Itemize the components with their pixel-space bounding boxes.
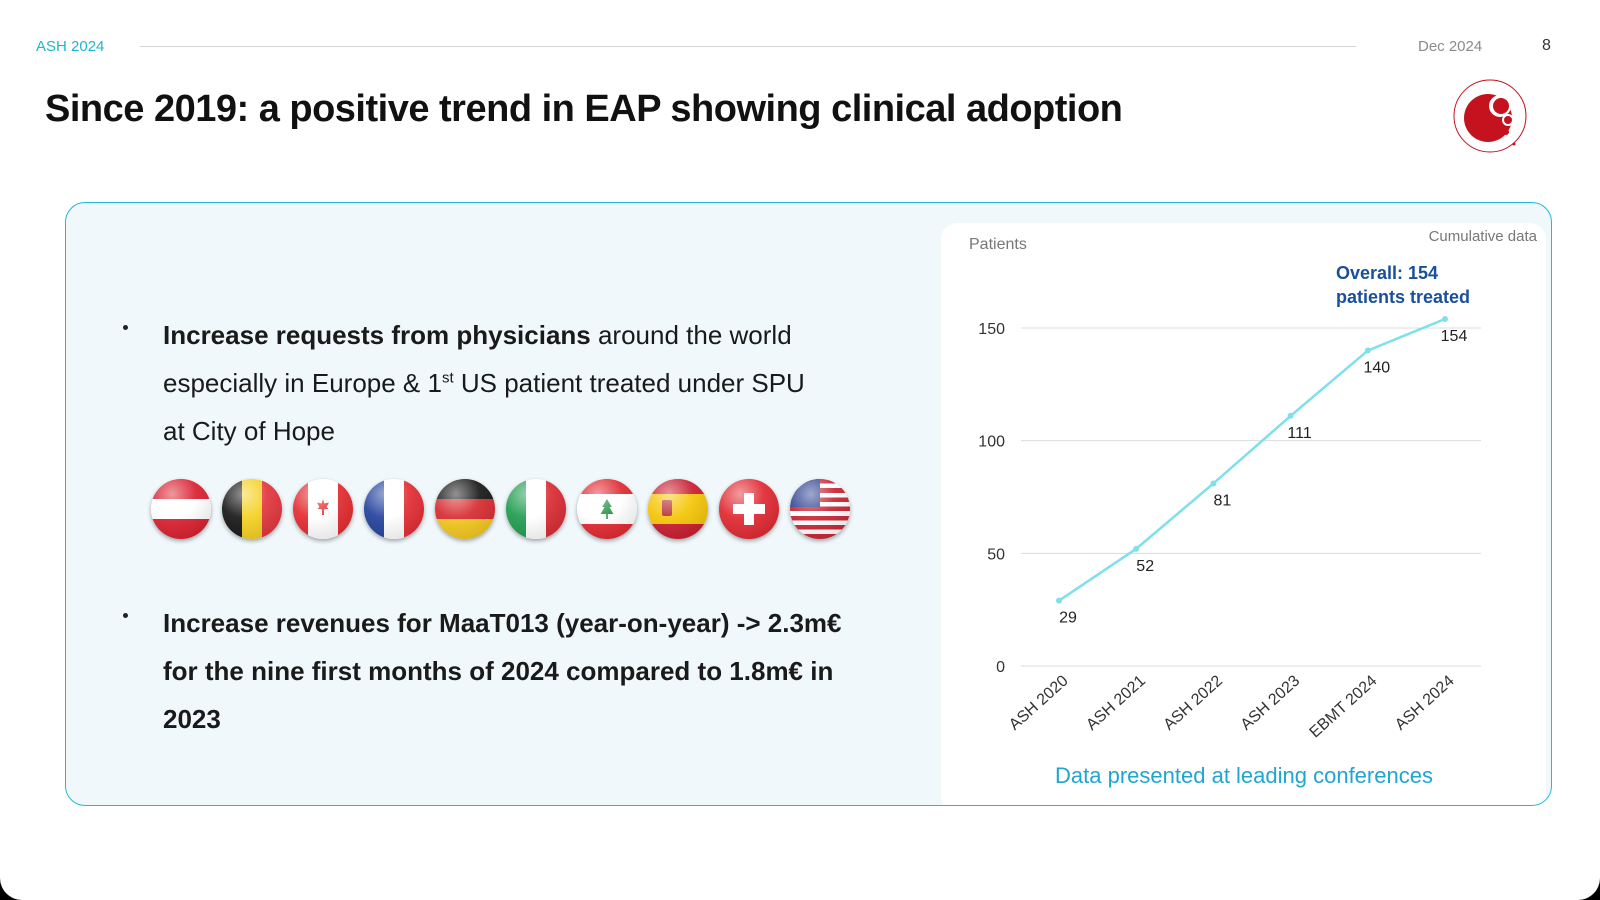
flag-switzerland-icon bbox=[719, 479, 779, 539]
data-label: 111 bbox=[1287, 425, 1311, 442]
x-tick-label: ASH 2020 bbox=[1006, 672, 1072, 734]
page-title: Since 2019: a positive trend in EAP show… bbox=[45, 88, 1123, 130]
header-event: ASH 2024 bbox=[36, 38, 105, 55]
flag-usa-icon bbox=[790, 479, 850, 539]
y-tick-label: 50 bbox=[987, 546, 1005, 563]
flag-belgium-icon bbox=[222, 479, 282, 539]
bullet-1-text-a: around the world especially in Europe & … bbox=[163, 320, 792, 398]
x-tick-label: ASH 2024 bbox=[1392, 672, 1458, 734]
cumulative-note: Cumulative data bbox=[1429, 228, 1538, 245]
data-point bbox=[1287, 412, 1294, 419]
x-tick-label: EBMT 2024 bbox=[1307, 672, 1381, 741]
bullet-dot bbox=[123, 613, 128, 618]
data-point bbox=[1133, 545, 1140, 552]
y-tick-label: 0 bbox=[996, 659, 1005, 676]
bullet-1-bold: Increase requests from physicians bbox=[163, 320, 591, 350]
bullet-dot bbox=[123, 325, 128, 330]
data-label: 81 bbox=[1214, 492, 1232, 509]
y-tick-label: 150 bbox=[978, 321, 1005, 338]
header-date: Dec 2024 bbox=[1418, 38, 1483, 55]
flag-italy-icon bbox=[506, 479, 566, 539]
content-panel: Increase requests from physicians around… bbox=[65, 202, 1552, 806]
flag-lebanon-icon bbox=[577, 479, 637, 539]
flag-germany-icon bbox=[435, 479, 495, 539]
callout-line-2: patients treated bbox=[1336, 287, 1470, 307]
data-label: 140 bbox=[1363, 360, 1390, 377]
header-divider bbox=[140, 46, 1356, 47]
ash-logo-icon bbox=[1453, 79, 1527, 153]
data-point bbox=[1442, 315, 1448, 322]
data-label: 29 bbox=[1059, 610, 1077, 627]
flag-austria-icon bbox=[151, 479, 211, 539]
x-tick-label: ASH 2022 bbox=[1160, 672, 1226, 734]
data-point bbox=[1056, 597, 1062, 604]
bullet-2-text: Increase revenues for MaaT013 (year-on-y… bbox=[163, 608, 842, 734]
x-tick-label: ASH 2023 bbox=[1238, 672, 1304, 734]
page-number: 8 bbox=[1542, 37, 1551, 54]
bullet-1-text-b: US patient treated under SPU at City of … bbox=[163, 368, 805, 446]
flag-france-icon bbox=[364, 479, 424, 539]
data-point bbox=[1364, 347, 1371, 354]
y-tick-label: 100 bbox=[978, 434, 1005, 451]
flag-spain-icon bbox=[648, 479, 708, 539]
data-point bbox=[1210, 480, 1217, 487]
data-label: 52 bbox=[1136, 558, 1154, 575]
chart-caption: Data presented at leading conferences bbox=[1055, 763, 1433, 788]
data-label: 154 bbox=[1441, 328, 1468, 345]
bullet-1-sup: st bbox=[441, 369, 454, 387]
series-line bbox=[1058, 317, 1446, 602]
patients-line-chart: Patients Cumulative data Overall: 154 pa… bbox=[969, 228, 1538, 788]
x-tick-label: ASH 2021 bbox=[1083, 672, 1149, 734]
patients-chart: Patients Cumulative data Overall: 154 pa… bbox=[941, 223, 1546, 805]
y-axis-label: Patients bbox=[969, 236, 1027, 253]
callout-line-1: Overall: 154 bbox=[1336, 263, 1438, 283]
flag-canada-icon bbox=[293, 479, 353, 539]
